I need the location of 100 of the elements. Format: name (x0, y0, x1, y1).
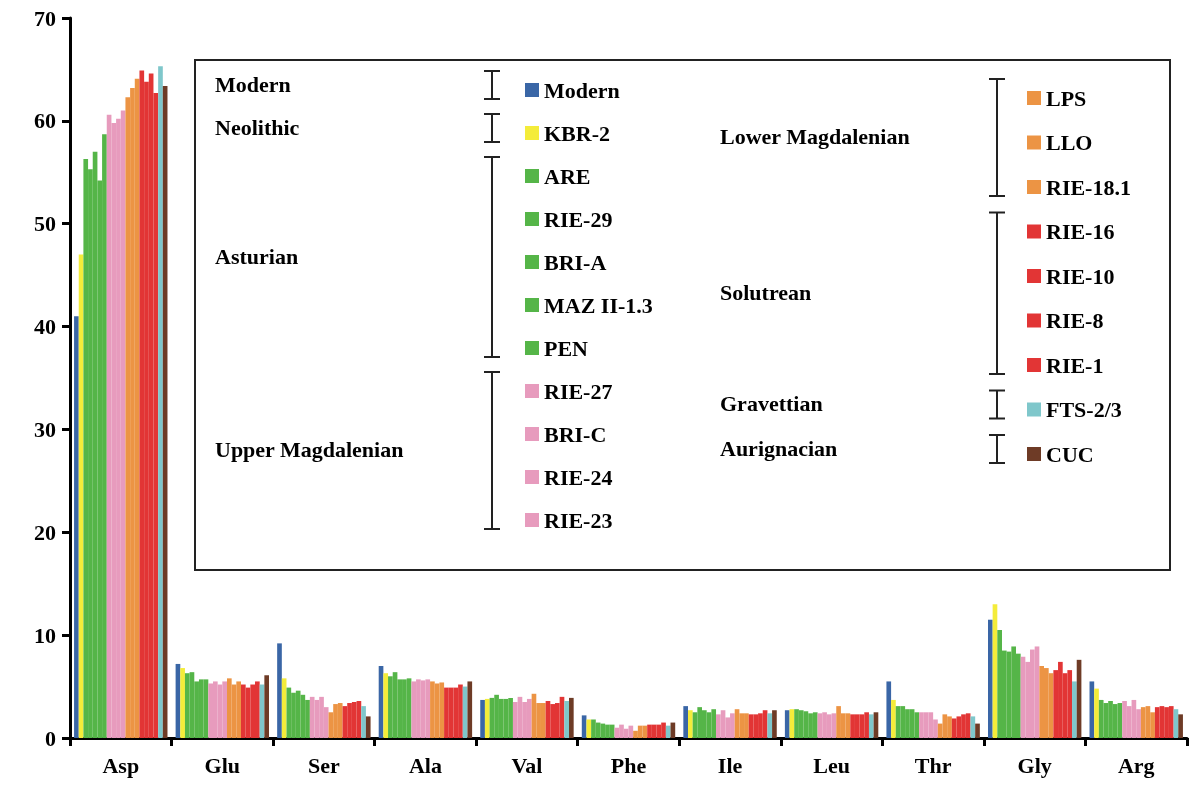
legend-label: RIE-16 (1046, 219, 1115, 244)
y-tick-label: 50 (34, 211, 56, 237)
bar (886, 681, 892, 738)
bar (975, 723, 980, 738)
bar (158, 66, 163, 738)
bar (697, 707, 703, 738)
x-tick-label: Ser (307, 752, 340, 778)
legend-label: CUC (1046, 441, 1094, 467)
bar (661, 722, 666, 738)
legend-label: RIE-29 (544, 206, 613, 232)
bar (919, 712, 924, 738)
legend-label: KBR-2 (544, 120, 610, 146)
annotation: Upper Magdalenian (215, 437, 404, 462)
x-tick-label: Arg (1117, 752, 1155, 778)
y-tick-label: 10 (34, 622, 56, 648)
legend-label: LPS (1046, 85, 1087, 111)
x-tick-label: Ala (408, 752, 442, 778)
legend-label: FTS-2/3 (1046, 397, 1122, 422)
bar (484, 698, 490, 738)
bar (591, 719, 596, 738)
bar (309, 696, 315, 738)
y-tick-label: 20 (34, 519, 56, 545)
bar (1168, 706, 1174, 738)
bar (614, 727, 620, 738)
bar (564, 700, 569, 738)
bar (1112, 704, 1118, 738)
bar (767, 713, 773, 738)
annotation: Modern (215, 71, 291, 97)
x-tick-label: Thr (914, 752, 952, 778)
bar (868, 714, 874, 738)
legend-label: BRI-C (544, 421, 607, 447)
bar (600, 723, 606, 738)
bar (305, 699, 310, 738)
bar (942, 714, 948, 738)
bar (383, 673, 389, 738)
bar (683, 706, 689, 738)
x-tick-label: Gly (1017, 752, 1052, 778)
bar (508, 697, 513, 738)
bar (1039, 666, 1045, 738)
bar (623, 728, 629, 738)
bar (212, 681, 218, 738)
legend-label: RIE-27 (544, 378, 613, 404)
bar (784, 710, 790, 738)
bar (83, 158, 89, 738)
bar (753, 714, 759, 738)
bar (914, 712, 920, 738)
bar (361, 706, 366, 738)
legend-label: BRI-A (544, 249, 607, 275)
x-tick-label: Phe (610, 752, 647, 778)
bar (180, 668, 185, 738)
bar (526, 698, 532, 738)
bar (1178, 714, 1183, 738)
bar (365, 716, 371, 738)
bar (540, 703, 546, 738)
bar (1140, 707, 1146, 738)
annotation: Solutrean (720, 279, 812, 305)
y-tick-label: 70 (34, 5, 56, 31)
bar (250, 684, 256, 738)
bar (1072, 681, 1077, 738)
bar (1098, 699, 1104, 738)
bar (139, 70, 145, 738)
bar (453, 687, 459, 738)
bar (665, 725, 671, 738)
bar (337, 703, 343, 738)
bar (688, 710, 693, 738)
bar (956, 716, 962, 738)
bar (286, 687, 292, 738)
bar (928, 712, 934, 738)
bar (568, 697, 574, 738)
bar (264, 675, 270, 738)
bar (586, 719, 592, 738)
bar (891, 699, 896, 738)
bar (184, 673, 190, 738)
legend-label: RIE-10 (1046, 263, 1115, 289)
bar (1094, 688, 1099, 738)
bar (900, 706, 906, 738)
bar (987, 619, 993, 738)
bar (277, 643, 282, 738)
bar (739, 713, 745, 738)
annotation: Asturian (215, 243, 299, 269)
annotation: Gravettian (720, 391, 823, 416)
bar (241, 684, 246, 738)
legend-label: ARE (544, 163, 591, 189)
legend-label: Modern (544, 77, 620, 103)
bar (772, 710, 777, 738)
bar (637, 725, 643, 738)
x-tick-label: Leu (813, 752, 850, 778)
bar (439, 682, 445, 738)
bar (1067, 670, 1073, 738)
legend-label: RIE-23 (544, 507, 613, 533)
x-tick-label: Val (511, 752, 543, 778)
bar (812, 712, 818, 738)
bar (798, 710, 804, 738)
bar (965, 713, 971, 738)
bar (826, 714, 832, 738)
legend-label: RIE-8 (1046, 308, 1104, 333)
bar (1154, 707, 1160, 738)
x-tick-label: Ile (717, 752, 743, 778)
bar (854, 714, 860, 738)
bar (198, 679, 204, 738)
